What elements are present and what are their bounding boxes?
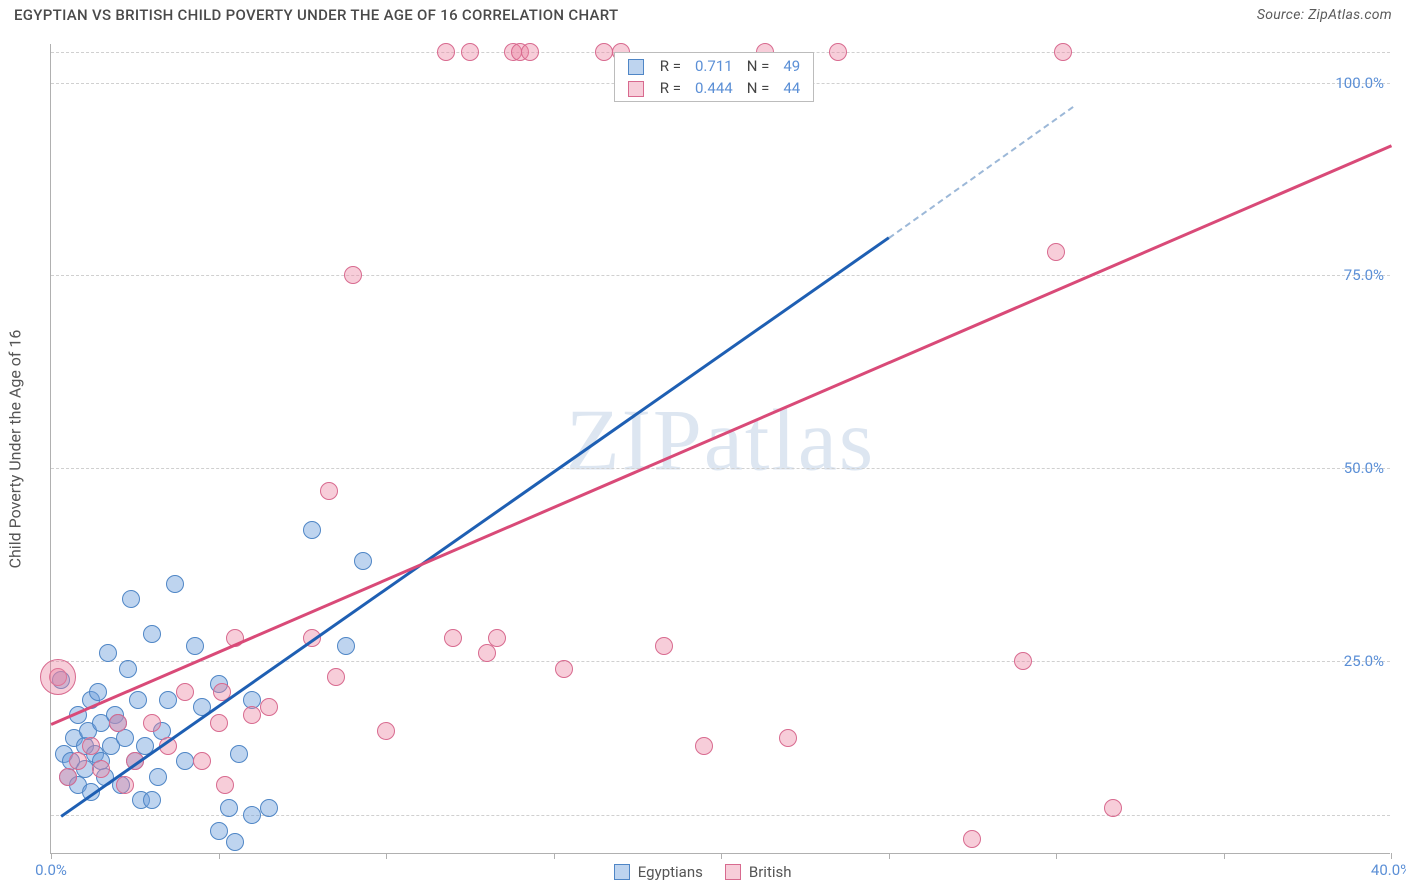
trend-line <box>51 144 1392 725</box>
data-point <box>210 822 228 840</box>
watermark-bold: ZIP <box>566 392 704 489</box>
y-tick-label: 75.0% <box>1344 266 1384 284</box>
x-tick-mark <box>1224 853 1225 859</box>
gridline <box>51 275 1390 276</box>
data-point <box>143 625 161 643</box>
x-tick-mark <box>1391 853 1392 859</box>
legend-item: British <box>725 863 792 881</box>
data-point <box>1054 43 1072 61</box>
data-point <box>176 683 194 701</box>
data-point <box>119 660 137 678</box>
data-point <box>186 637 204 655</box>
x-tick-mark <box>554 853 555 859</box>
data-point <box>143 791 161 809</box>
data-point <box>337 637 355 655</box>
correlation-chart: Child Poverty Under the Age of 16 ZIPatl… <box>50 44 1390 854</box>
gridline <box>51 468 1390 469</box>
data-point <box>69 752 87 770</box>
x-tick-label: 0.0% <box>35 861 67 879</box>
data-point <box>243 806 261 824</box>
gridline <box>51 661 1390 662</box>
data-point <box>963 830 981 848</box>
data-point <box>555 660 573 678</box>
data-point <box>92 760 110 778</box>
data-point <box>327 668 345 686</box>
data-point <box>488 629 506 647</box>
data-point <box>655 637 673 655</box>
stats-legend: R =0.711N =49R =0.444N =44 <box>614 52 814 102</box>
trend-line <box>60 237 889 818</box>
x-tick-label: 40.0% <box>1371 861 1406 879</box>
watermark: ZIPatlas <box>566 390 875 491</box>
data-point <box>193 752 211 770</box>
x-tick-mark <box>721 853 722 859</box>
data-point <box>116 729 134 747</box>
data-point <box>122 590 140 608</box>
data-point <box>344 266 362 284</box>
data-point <box>1014 652 1032 670</box>
data-point <box>437 43 455 61</box>
data-point <box>354 552 372 570</box>
data-point <box>1047 243 1065 261</box>
data-point <box>320 482 338 500</box>
y-axis-label: Child Poverty Under the Age of 16 <box>6 329 25 568</box>
data-point <box>159 691 177 709</box>
legend-item: Egyptians <box>614 863 703 881</box>
data-point <box>444 629 462 647</box>
data-point <box>303 521 321 539</box>
data-point <box>109 714 127 732</box>
data-point <box>779 729 797 747</box>
data-point <box>116 776 134 794</box>
source-label: Source: ZipAtlas.com <box>1257 7 1392 23</box>
data-point <box>260 799 278 817</box>
data-point <box>210 714 228 732</box>
data-point <box>243 706 261 724</box>
chart-title: EGYPTIAN VS BRITISH CHILD POVERTY UNDER … <box>14 6 618 24</box>
data-point <box>59 768 77 786</box>
data-point <box>230 745 248 763</box>
data-point <box>176 752 194 770</box>
data-point <box>461 43 479 61</box>
data-point <box>216 776 234 794</box>
data-point <box>1104 799 1122 817</box>
data-point <box>220 799 238 817</box>
x-tick-mark <box>1056 853 1057 859</box>
y-tick-label: 100.0% <box>1335 74 1384 92</box>
data-point <box>260 698 278 716</box>
data-point <box>89 683 107 701</box>
data-point <box>226 833 244 851</box>
trend-line <box>888 106 1073 239</box>
data-point <box>99 644 117 662</box>
y-tick-label: 25.0% <box>1344 652 1384 670</box>
data-point <box>129 691 147 709</box>
x-tick-mark <box>889 853 890 859</box>
data-point <box>521 43 539 61</box>
data-point <box>143 714 161 732</box>
data-point <box>595 43 613 61</box>
data-point <box>377 722 395 740</box>
data-point <box>478 644 496 662</box>
data-point <box>166 575 184 593</box>
data-point <box>82 737 100 755</box>
data-point <box>695 737 713 755</box>
data-point <box>149 768 167 786</box>
data-point <box>829 43 847 61</box>
x-tick-mark <box>219 853 220 859</box>
x-tick-mark <box>386 853 387 859</box>
data-point-large <box>40 659 76 695</box>
y-tick-label: 50.0% <box>1344 459 1384 477</box>
series-legend: Egyptians British <box>614 863 792 881</box>
x-tick-mark <box>51 853 52 859</box>
